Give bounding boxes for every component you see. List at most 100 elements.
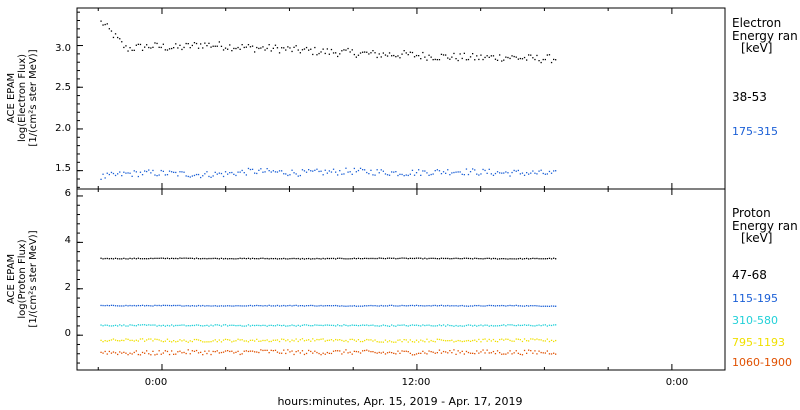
x-axis-label: hours:minutes, Apr. 15, 2019 - Apr. 17, … [277,395,522,408]
data-point-115-195 [224,305,227,307]
data-point-115-195 [108,305,110,307]
data-point-795-1193 [127,338,129,340]
data-point-115-195 [123,305,125,307]
data-point-115-195 [548,305,551,307]
data-point-47-68 [355,258,357,260]
data-point-175-315 [312,170,314,172]
data-point-1060-1900 [442,350,445,353]
data-point-175-315 [488,168,490,170]
data-point-1060-1900 [235,351,237,353]
data-point-1060-1900 [546,350,548,352]
data-point-795-1193 [364,339,366,342]
data-point-47-68 [359,258,362,260]
data-point-175-315 [353,167,355,170]
data-point-38-53 [538,60,540,62]
data-point-115-195 [409,304,411,307]
data-point-38-53 [212,45,214,47]
data-point-1060-1900 [370,351,372,353]
data-point-795-1193 [218,339,220,341]
data-point-310-580 [548,324,551,326]
data-point-1060-1900 [168,353,171,356]
data-point-115-195 [202,304,204,307]
data-point-310-580 [173,325,175,327]
data-point-175-315 [197,173,200,176]
data-point-115-195 [227,305,229,307]
data-point-795-1193 [108,339,110,342]
data-point-175-315 [434,170,436,172]
data-point-175-315 [256,172,258,175]
data-point-47-68 [314,258,316,260]
data-point-1060-1900 [488,352,490,354]
data-point-115-195 [177,304,179,307]
data-point-1060-1900 [391,352,393,354]
data-point-1060-1900 [384,353,387,355]
data-point-47-68 [453,257,455,260]
data-point-38-53 [262,46,264,48]
data-point-795-1193 [100,339,102,341]
data-point-115-195 [476,305,478,307]
data-point-310-580 [243,325,245,327]
data-point-1060-1900 [146,350,148,352]
data-point-47-68 [220,257,223,259]
data-point-38-53 [337,55,339,58]
data-point-175-315 [320,170,322,172]
data-point-1060-1900 [318,352,320,355]
data-point-310-580 [106,324,108,326]
data-point-175-315 [540,169,542,171]
data-point-795-1193 [212,340,214,342]
data-point-38-53 [308,49,310,51]
data-point-175-315 [200,176,202,179]
data-point-175-315 [550,172,553,174]
data-point-1060-1900 [316,351,318,354]
data-point-38-53 [542,58,544,61]
data-point-795-1193 [104,340,106,342]
data-point-47-68 [158,257,160,259]
data-point-310-580 [222,324,225,326]
data-point-1060-1900 [490,352,492,354]
data-point-175-315 [442,171,445,173]
data-point-310-580 [287,325,289,327]
data-point-115-195 [530,305,532,307]
data-point-175-315 [432,173,434,175]
data-point-47-68 [305,258,308,260]
data-point-1060-1900 [164,350,166,352]
data-point-1060-1900 [341,353,343,355]
data-point-47-68 [391,257,393,259]
data-point-310-580 [212,325,214,327]
data-point-1060-1900 [287,349,289,351]
data-point-1060-1900 [326,351,328,354]
data-point-795-1193 [106,340,108,342]
data-point-115-195 [438,305,441,307]
data-point-1060-1900 [150,354,152,356]
data-point-38-53 [150,47,152,49]
data-point-795-1193 [469,340,472,342]
data-point-175-315 [424,170,426,172]
data-point-38-53 [233,47,235,50]
data-point-47-68 [467,257,470,260]
data-point-310-580 [372,324,374,326]
data-point-47-68 [378,257,380,259]
data-point-38-53 [553,58,555,61]
data-point-38-53 [106,23,108,25]
data-point-175-315 [274,171,277,173]
data-point-47-68 [316,257,318,260]
data-point-115-195 [164,304,166,307]
data-point-175-315 [359,167,362,169]
data-point-795-1193 [540,339,542,341]
data-point-47-68 [407,258,409,260]
data-point-1060-1900 [200,351,202,353]
data-point-38-53 [364,51,366,53]
data-point-310-580 [335,325,337,327]
data-point-47-68 [461,258,463,260]
data-point-47-68 [540,258,542,260]
data-point-1060-1900 [278,352,281,354]
data-point-47-68 [320,258,322,260]
data-point-795-1193 [266,339,268,341]
data-point-310-580 [332,324,335,327]
data-point-1060-1900 [332,350,335,352]
data-point-47-68 [301,257,304,260]
data-point-795-1193 [434,341,436,343]
data-point-47-68 [131,258,133,260]
data-point-795-1193 [156,338,158,341]
data-point-115-195 [478,304,480,307]
